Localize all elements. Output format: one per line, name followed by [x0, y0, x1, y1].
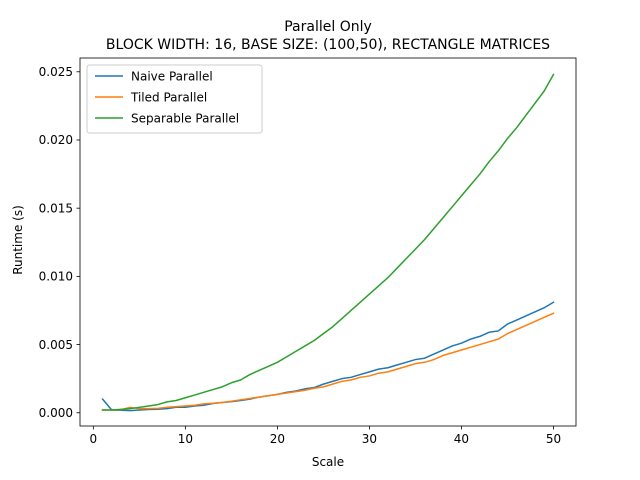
y-tick-label: 0.015: [39, 201, 73, 215]
x-tick-label: 10: [178, 432, 193, 446]
y-axis-ticks: 0.000 0.005 0.010 0.015 0.020 0.025: [39, 65, 80, 420]
legend-box: [86, 64, 263, 134]
y-tick-label: 0.020: [39, 133, 73, 147]
x-tick-label: 0: [90, 432, 98, 446]
legend: Naive Parallel Tiled Parallel Separable Pa…: [86, 64, 263, 134]
x-axis-ticks: 0 10 20 30 40 50: [90, 426, 561, 446]
series-lines: [101, 73, 555, 412]
y-tick-label: 0.005: [39, 338, 73, 352]
series-line-separable-parallel: [101, 73, 555, 411]
y-axis-label: Runtime (s): [11, 205, 25, 275]
y-tick-label: 0.010: [39, 270, 73, 284]
legend-label: Tiled Parallel: [130, 90, 207, 104]
x-tick-label: 40: [454, 432, 469, 446]
x-tick-label: 50: [546, 432, 561, 446]
axes-frame: [79, 57, 577, 427]
chart-subtitle: BLOCK WIDTH: 16, BASE SIZE: (100,50), RE…: [106, 37, 550, 53]
axes: [79, 57, 577, 427]
x-tick-label: 20: [270, 432, 285, 446]
x-axis-label: Scale: [312, 455, 344, 469]
y-tick-label: 0.000: [39, 406, 73, 420]
series-line-naive-parallel: [101, 301, 555, 412]
legend-label: Separable Parallel: [131, 111, 239, 125]
y-tick-label: 0.025: [39, 65, 73, 79]
chart-title: Parallel Only: [284, 19, 372, 35]
series-line-tiled-parallel: [101, 312, 555, 411]
legend-label: Naive Parallel: [131, 69, 213, 83]
x-tick-label: 30: [362, 432, 377, 446]
